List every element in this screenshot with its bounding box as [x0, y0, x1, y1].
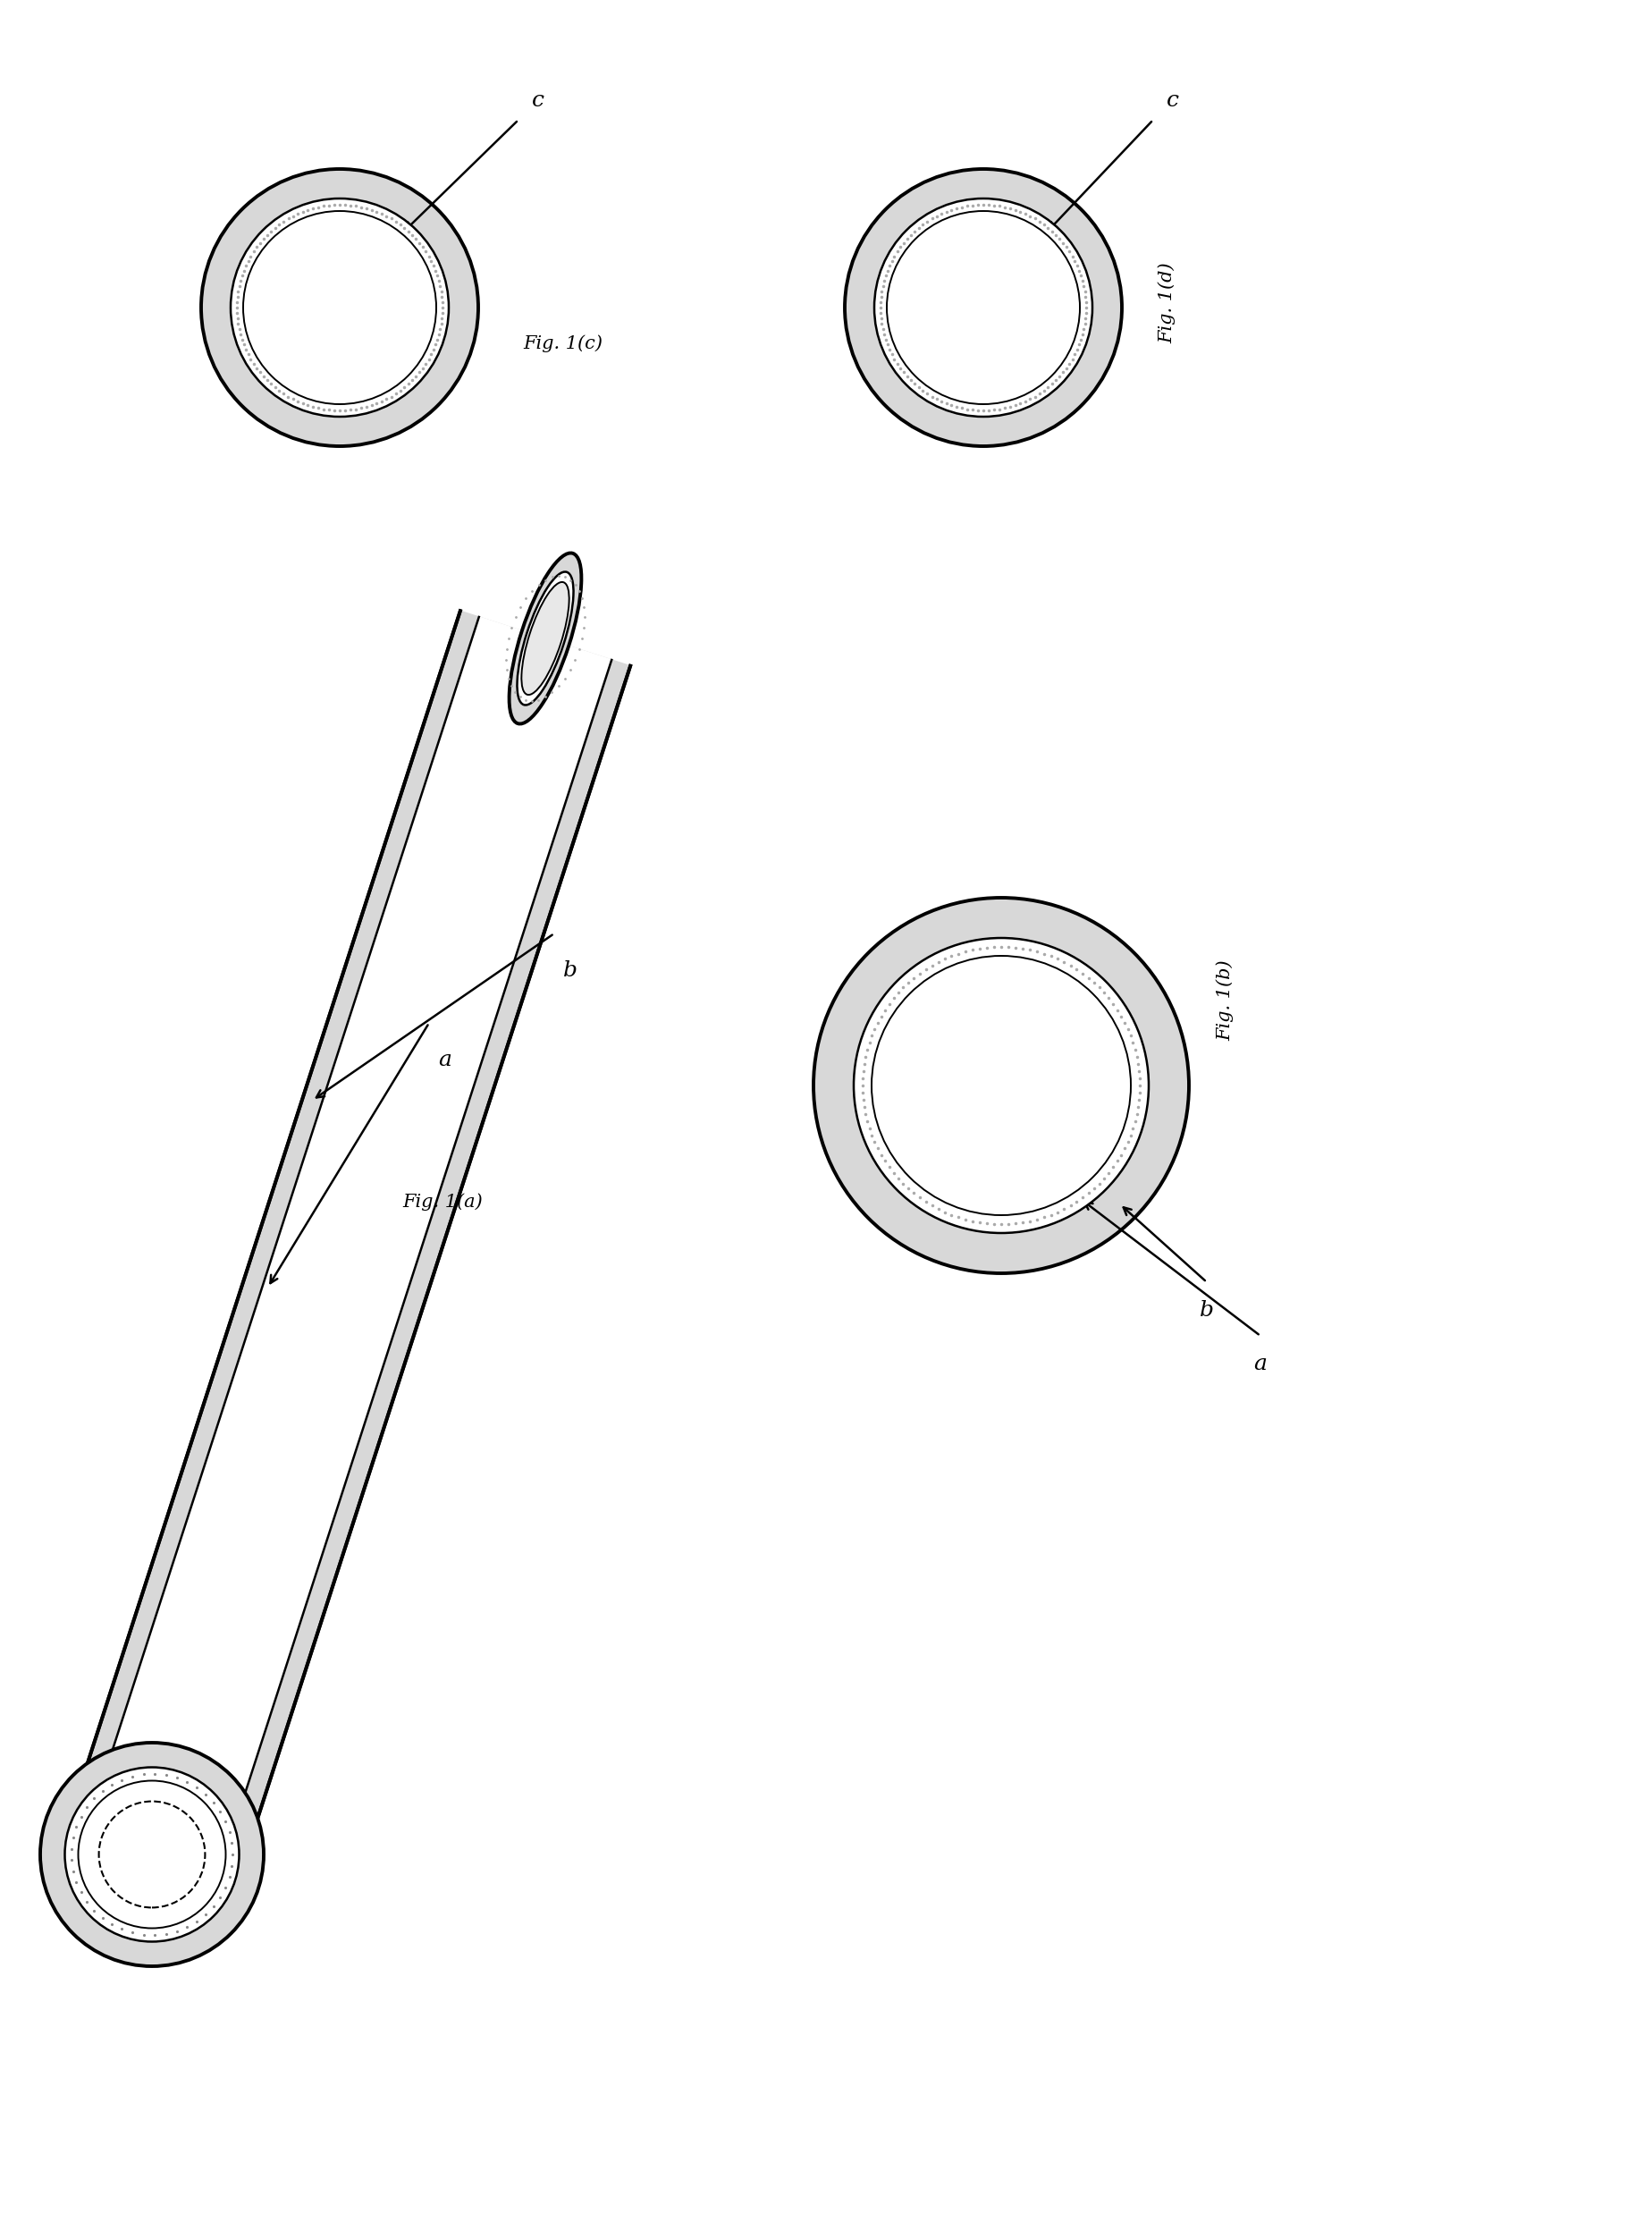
- Circle shape: [844, 169, 1122, 446]
- Text: Fig. 1(c): Fig. 1(c): [522, 334, 603, 352]
- Text: Fig. 1(a): Fig. 1(a): [401, 1193, 482, 1211]
- Circle shape: [99, 1802, 205, 1907]
- Ellipse shape: [517, 571, 573, 705]
- Text: c: c: [1166, 89, 1178, 112]
- Text: a: a: [1254, 1354, 1267, 1374]
- Circle shape: [852, 939, 1148, 1233]
- Text: c: c: [532, 89, 544, 112]
- Ellipse shape: [520, 582, 568, 696]
- Circle shape: [64, 1768, 240, 1942]
- Polygon shape: [86, 618, 611, 1875]
- Circle shape: [813, 899, 1188, 1273]
- Text: b: b: [1199, 1300, 1213, 1320]
- Text: a: a: [438, 1050, 451, 1070]
- Circle shape: [202, 169, 477, 446]
- Text: Fig. 1(d): Fig. 1(d): [1156, 263, 1175, 343]
- Text: b: b: [563, 961, 577, 981]
- Circle shape: [231, 198, 448, 417]
- Circle shape: [40, 1742, 264, 1967]
- Text: Fig. 1(b): Fig. 1(b): [1216, 959, 1232, 1041]
- Polygon shape: [66, 611, 629, 1882]
- Ellipse shape: [509, 553, 582, 725]
- Circle shape: [874, 198, 1092, 417]
